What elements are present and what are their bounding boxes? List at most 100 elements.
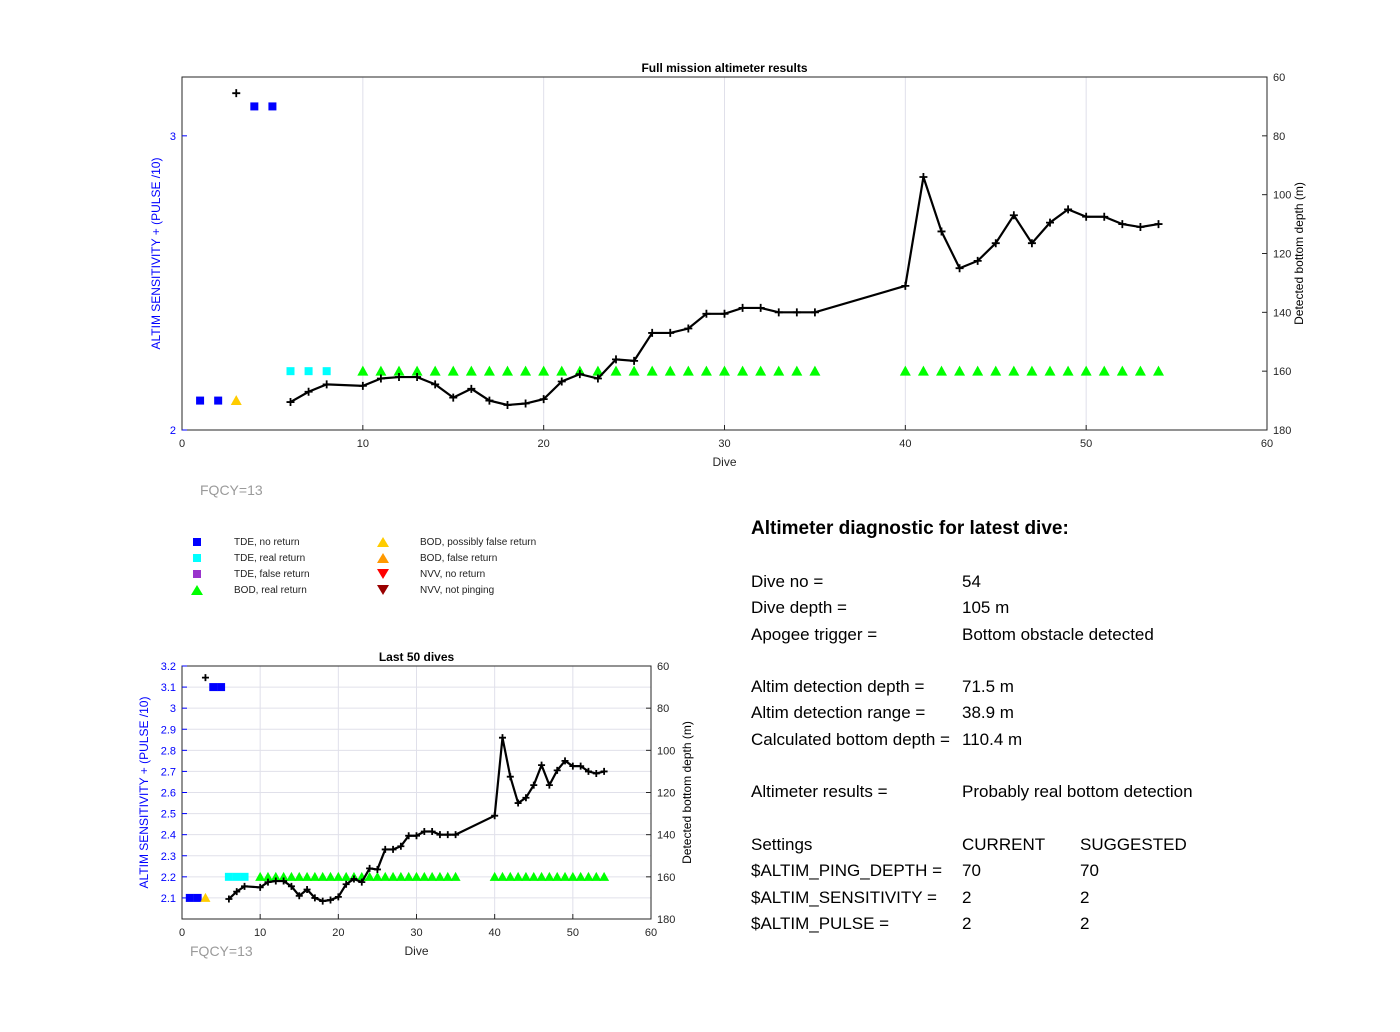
depth-point [413, 832, 420, 840]
ping-depth-label: $ALTIM_PING_DEPTH = [751, 861, 942, 881]
depth-point [901, 281, 910, 290]
triangle-marker [388, 871, 399, 881]
square-marker [217, 683, 226, 692]
x-tick-label: 40 [489, 927, 501, 939]
square-marker [224, 872, 233, 881]
x-tick-label: 30 [718, 438, 730, 450]
triangle-marker [1116, 365, 1128, 376]
triangle-marker [899, 365, 911, 376]
depth-point [538, 761, 546, 769]
sensitivity-suggested: 2 [1080, 887, 1090, 907]
square-marker [209, 683, 218, 692]
results-label: Altimeter results = [751, 782, 888, 802]
depth-point [376, 374, 385, 383]
diagnostic-title: Altimeter diagnostic for latest dive: [751, 518, 1069, 539]
calculated-depth-row: Calculated bottom depth = 110.4 m [751, 727, 1371, 753]
fqcy-annotation-full: FQCY=13 [200, 482, 263, 498]
triangle-marker [395, 871, 406, 881]
pulse-suggested: 2 [1080, 913, 1090, 933]
y-left-tick-label: 2 [170, 425, 176, 437]
square-marker [268, 102, 277, 111]
depth-point [702, 309, 711, 318]
square-marker [185, 893, 194, 902]
ping-depth-current: 70 [962, 861, 981, 881]
triangle-marker [286, 871, 297, 881]
triangle-marker [357, 365, 369, 376]
depth-point [521, 399, 530, 408]
depth-point [1082, 212, 1091, 221]
triangle-marker [682, 365, 694, 376]
triangle-marker [575, 871, 586, 881]
triangle-marker [567, 871, 578, 881]
triangle-marker [1062, 365, 1074, 376]
dive-depth-value: 105 m [962, 598, 1010, 618]
legend-label: BOD, real return [234, 584, 307, 596]
sensitivity-current: 2 [962, 887, 972, 907]
depth-point [304, 387, 313, 396]
triangle-marker [278, 871, 289, 881]
triangle-marker [262, 871, 273, 881]
triangle-marker [737, 365, 749, 376]
y-left-tick-label: 2.2 [161, 872, 176, 884]
x-tick-label: 50 [1080, 438, 1092, 450]
depth-point [973, 256, 982, 265]
legend-label: BOD, false return [420, 552, 498, 564]
diagnostic-panel: Altimeter diagnostic for latest dive: Di… [751, 518, 1371, 937]
triangle-marker [434, 871, 445, 881]
triangle-marker [393, 365, 405, 376]
plus-marker [201, 674, 209, 682]
depth-point [405, 832, 413, 840]
square-marker [304, 367, 313, 376]
triangle-marker [372, 871, 383, 881]
legend-marker-square-icon [190, 536, 204, 548]
x-axis-label: Dive [404, 944, 428, 958]
y-right-tick-label: 180 [657, 914, 675, 926]
triangle-marker [599, 871, 610, 881]
y-left-tick-label: 3.1 [161, 682, 176, 694]
triangle-marker [1134, 365, 1146, 376]
triangle-marker [200, 892, 211, 902]
triangle-marker [528, 871, 539, 881]
triangle-marker [465, 365, 477, 376]
depth-point [373, 865, 381, 873]
depth-point [991, 239, 1000, 248]
y-right-tick-label: 180 [1273, 425, 1291, 437]
legend-marker-square-icon [190, 568, 204, 580]
triangle-marker [497, 871, 508, 881]
triangle-marker [341, 871, 352, 881]
depth-point [428, 828, 436, 836]
calculated-depth-label: Calculated bottom depth = [751, 729, 950, 749]
x-tick-label: 30 [410, 927, 422, 939]
depth-point [491, 812, 499, 820]
legend-marker-triangle-up-icon [376, 552, 390, 564]
suggested-header: SUGGESTED [1080, 834, 1187, 854]
depth-point [648, 328, 657, 337]
legend-item-bod-possibly-false: BOD, possibly false return [376, 536, 536, 548]
depth-point [630, 356, 639, 365]
depth-point [514, 799, 522, 807]
depth-point [449, 393, 458, 402]
x-tick-label: 50 [567, 927, 579, 939]
depth-point [286, 398, 295, 407]
triangle-marker [610, 365, 622, 376]
depth-point [280, 877, 288, 885]
depth-point [557, 377, 566, 386]
legend-label: TDE, false return [234, 568, 310, 580]
last-50-dives-chart: 0 10 20 30 40 50 60 2.1 2.2 2.3 2.4 2.5 2.6 2.7 2.8 2.9… [137, 650, 694, 958]
triangle-marker [544, 871, 555, 881]
y-left-tick-label: 3 [170, 131, 176, 143]
depth-point [413, 373, 422, 382]
sensitivity-label: $ALTIM_SENSITIVITY = [751, 887, 937, 907]
y-right-tick-label: 160 [1273, 366, 1291, 378]
legend-item-bod-real-return: BOD, real return [190, 584, 307, 596]
depth-point [720, 309, 729, 318]
depth-point [389, 845, 397, 853]
depth-point [553, 766, 561, 774]
triangle-marker [591, 871, 602, 881]
triangle-marker [520, 871, 531, 881]
y-left-tick-label: 2.8 [161, 745, 176, 757]
depth-point [295, 892, 303, 900]
y-left-tick-label: 2.5 [161, 809, 176, 821]
depth-point [420, 828, 428, 836]
depth-point [584, 767, 592, 775]
